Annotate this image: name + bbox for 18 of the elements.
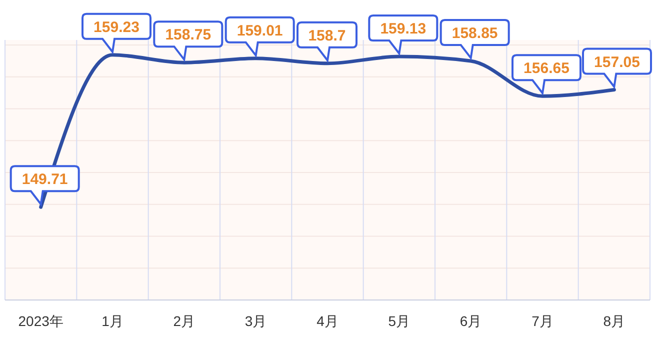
x-tick-label: 2023年 [18,313,64,329]
data-label: 158.7 [308,27,346,44]
data-label: 159.13 [380,20,426,38]
x-tick-label: 3月 [244,313,267,329]
data-label: 149.71 [22,171,68,188]
x-tick-label: 6月 [460,313,482,329]
x-tick-label: 4月 [316,313,338,329]
x-tick-label: 2月 [173,313,196,329]
x-tick-label: 8月 [603,313,626,329]
data-label: 158.85 [452,24,498,42]
x-tick-label: 1月 [102,313,124,329]
data-label: 159.23 [94,18,140,36]
x-tick-label: 5月 [388,313,410,329]
data-label: 156.65 [524,60,570,78]
x-tick-label: 7月 [532,313,554,329]
data-label: 158.75 [165,26,212,44]
data-label: 159.01 [236,22,283,40]
data-label: 157.05 [594,54,640,71]
